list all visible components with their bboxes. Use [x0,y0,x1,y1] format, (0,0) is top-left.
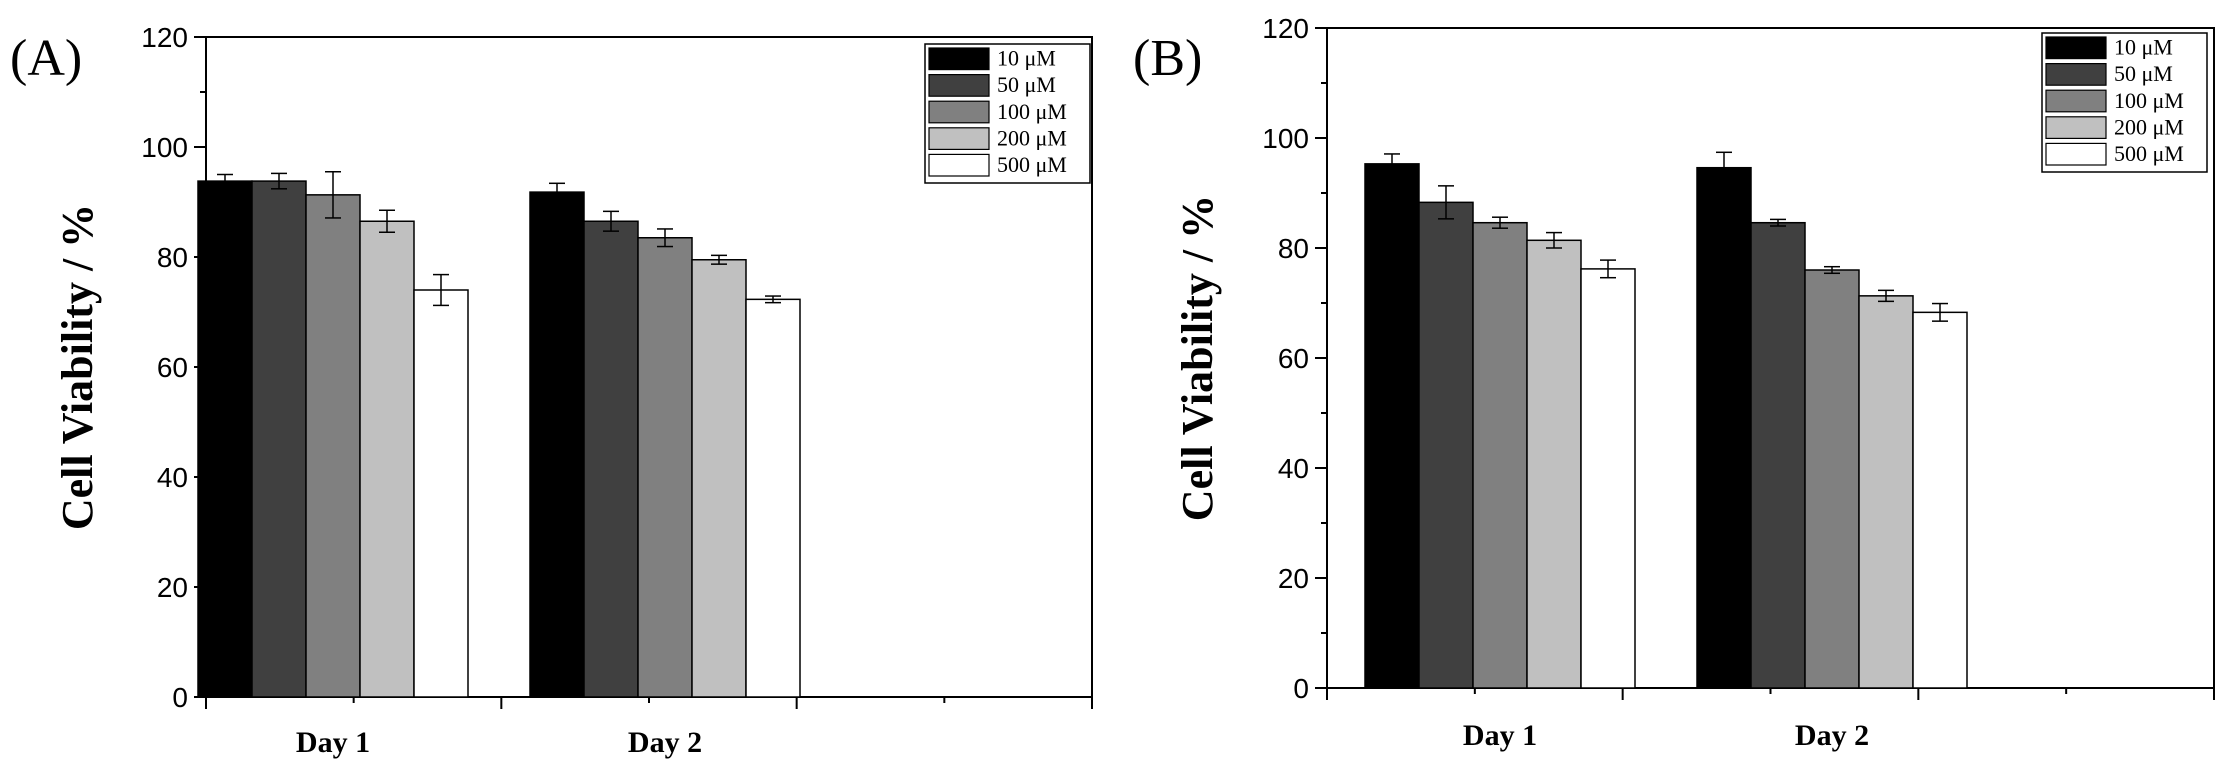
legend-label: 500 μM [2114,141,2184,166]
category-label: Day 1 [296,726,370,759]
y-tick-label: 60 [1278,343,1309,374]
y-tick-label: 20 [1278,563,1309,594]
bar-day-1-500uM [1580,268,1636,689]
bar-day-1-100uM [305,194,361,698]
y-tick-label: 20 [157,572,188,603]
legend-label: 50 μM [2114,61,2173,86]
panel-label: (B) [1133,30,1202,87]
bar-day-1-500uM [413,289,469,698]
y-tick-label: 100 [141,132,188,163]
legend-swatch [928,127,990,151]
category-label: Day 2 [628,726,702,759]
y-tick-label: 80 [157,242,188,273]
legend-label: 10 μM [2114,35,2173,60]
category-label: Day 1 [1463,719,1537,752]
category-label: Day 2 [1795,719,1869,752]
legend-swatch [928,73,990,97]
legend-label: 50 μM [997,72,1056,97]
bar-day-2-200uM [1858,295,1914,689]
bar-day-1-100uM [1472,221,1528,689]
bar-day-1-200uM [359,220,415,698]
bar-day-1-50uM [1418,201,1474,689]
legend-label: 100 μM [997,99,1067,124]
y-tick-label: 100 [1262,123,1309,154]
bar-day-2-10uM [1696,166,1752,689]
legend-swatch [2045,116,2107,140]
legend-swatch [928,47,990,71]
bar-day-2-50uM [1750,221,1806,689]
y-tick-label: 120 [141,22,188,53]
y-tick-label: 40 [157,462,188,493]
bar-day-2-100uM [1804,269,1860,689]
y-tick-label: 120 [1262,13,1309,44]
bar-day-1-200uM [1526,239,1582,689]
chart-panel-a: 0 20 40 60 80 100 120 Day 1 Day 2 Cell Viability … [10,22,1093,759]
y-tick-label: 0 [172,682,188,713]
y-tick-label: 60 [157,352,188,383]
legend-swatch [2045,89,2107,113]
legend-label: 200 μM [997,125,1067,150]
bar-day-2-200uM [691,259,747,698]
legend-label: 500 μM [997,152,1067,177]
y-tick-label: 40 [1278,453,1309,484]
legend-swatch [928,100,990,124]
bar-day-1-50uM [251,180,307,698]
legend-swatch [2045,36,2107,60]
bar-day-1-10uM [1364,163,1420,689]
y-tick-label: 0 [1293,673,1309,704]
legend-swatch [928,153,990,177]
chart-panel-b: 0 20 40 60 80 100 120 Day 1 Day 2 Cell Viability … [1133,13,2215,752]
bar-day-1-10uM [197,180,253,698]
legend-label: 200 μM [2114,114,2184,139]
y-tick-label: 80 [1278,233,1309,264]
y-axis-label: Cell Viability / % [53,204,102,530]
legend-label: 10 μM [997,46,1056,71]
legend-swatch [2045,62,2107,86]
bar-day-2-50uM [583,220,639,698]
legend-swatch [2045,142,2107,166]
y-axis-label: Cell Viability / % [1173,195,1222,521]
bar-day-2-10uM [529,191,585,698]
legend-label: 100 μM [2114,88,2184,113]
panel-label: (A) [10,30,82,87]
bar-day-2-100uM [637,237,693,698]
bar-day-2-500uM [1912,311,1968,689]
bar-day-2-500uM [745,298,801,698]
